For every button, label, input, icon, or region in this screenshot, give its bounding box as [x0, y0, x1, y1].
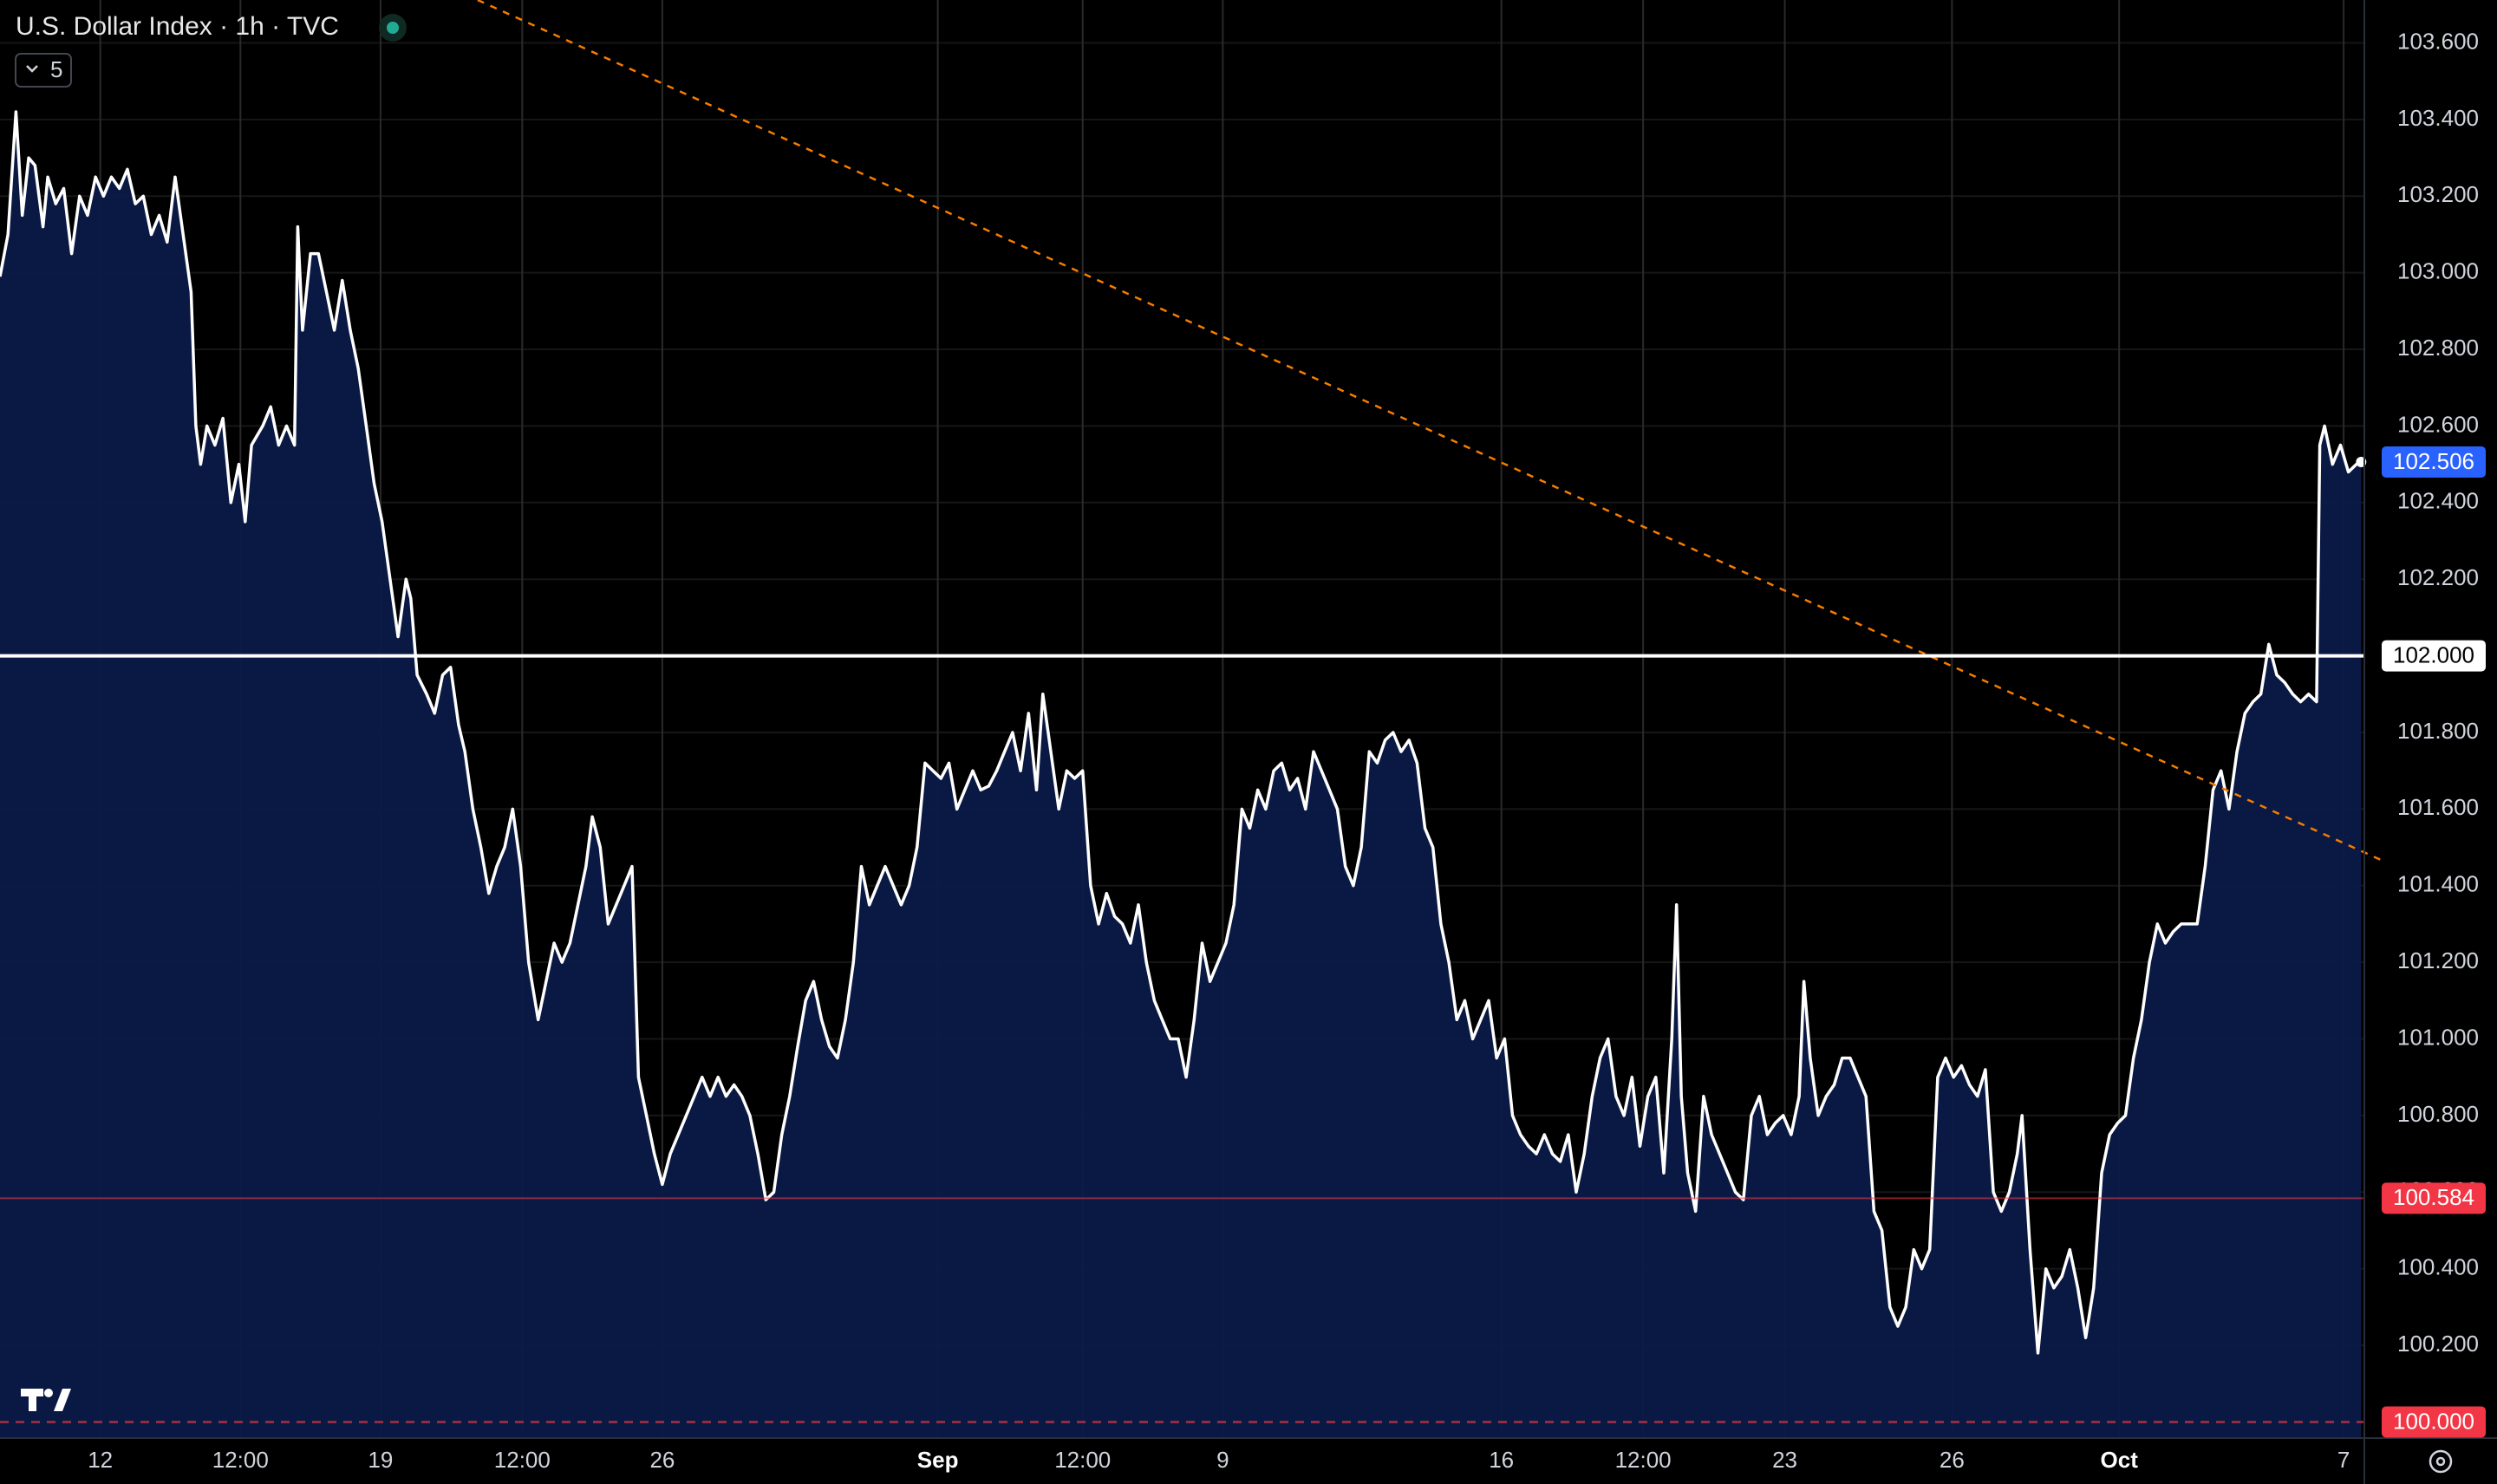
y-tick-label: 103.400	[2397, 105, 2479, 131]
status-dot	[387, 22, 399, 34]
y-tick-label: 102.800	[2397, 335, 2479, 361]
x-tick-label: 19	[368, 1447, 393, 1473]
gear-hub	[2435, 1456, 2446, 1467]
area-fill	[0, 112, 2362, 1438]
x-tick-label: Sep	[917, 1447, 959, 1473]
x-tick-label: 12	[88, 1447, 113, 1473]
y-tick-label: 100.400	[2397, 1254, 2479, 1280]
price-label: 102.506	[2393, 448, 2474, 474]
y-tick-label: 100.800	[2397, 1101, 2479, 1127]
y-tick-label: 103.600	[2397, 28, 2479, 54]
price-label: 102.000	[2393, 641, 2474, 667]
tv-logo	[21, 1389, 71, 1411]
logo-part	[54, 1389, 71, 1411]
logo-part	[29, 1389, 36, 1411]
x-tick-label: 9	[1216, 1447, 1229, 1473]
price-label-box	[2382, 640, 2486, 672]
lines-layer	[0, 0, 2381, 1423]
indicator-toggle[interactable]	[15, 53, 72, 88]
y-tick-label: 103.200	[2397, 181, 2479, 207]
x-tick-label: 12:00	[1615, 1447, 1672, 1473]
chart-title: U.S. Dollar Index · 1h · TVC	[16, 12, 339, 41]
chevron-icon	[26, 65, 38, 73]
y-tick-label: 102.600	[2397, 411, 2479, 437]
x-tick-label: 26	[649, 1447, 675, 1473]
price-label-box	[2382, 446, 2486, 478]
price-label: 100.000	[2393, 1408, 2474, 1434]
y-tick-label: 101.400	[2397, 871, 2479, 897]
y-tick-label: 101.800	[2397, 718, 2479, 744]
x-tick-label: Oct	[2101, 1447, 2139, 1473]
y-tick-label: 103.000	[2397, 258, 2479, 284]
price-line	[0, 110, 2363, 1355]
x-tick-label: 12:00	[494, 1447, 551, 1473]
price-label-box	[2382, 1182, 2486, 1214]
x-tick-label: 16	[1489, 1447, 1514, 1473]
y-tick-label: 100.200	[2397, 1331, 2479, 1357]
gear-ring	[2429, 1449, 2453, 1474]
y-tick-label: 101.600	[2397, 794, 2479, 820]
x-tick-label: 7	[2337, 1447, 2350, 1473]
price-label-box	[2382, 1406, 2486, 1438]
settings-icon[interactable]	[2429, 1449, 2453, 1474]
x-tick-label: 12:00	[212, 1447, 269, 1473]
y-tick-label: 101.000	[2397, 1024, 2479, 1050]
y-tick-label: 101.200	[2397, 947, 2479, 973]
price-label: 100.584	[2393, 1184, 2474, 1210]
axis-layer: 100.000100.200100.400100.600100.800101.0…	[88, 28, 2486, 1473]
x-tick-label: 12:00	[1054, 1447, 1111, 1473]
trend-line	[477, 0, 2381, 861]
x-tick-label: 23	[1772, 1447, 1797, 1473]
y-tick-label: 102.400	[2397, 488, 2479, 514]
x-tick-label: 26	[1940, 1447, 1965, 1473]
y-tick-label: 102.200	[2397, 564, 2479, 590]
logo-part	[44, 1389, 53, 1397]
indicator-count: 5	[50, 56, 62, 82]
